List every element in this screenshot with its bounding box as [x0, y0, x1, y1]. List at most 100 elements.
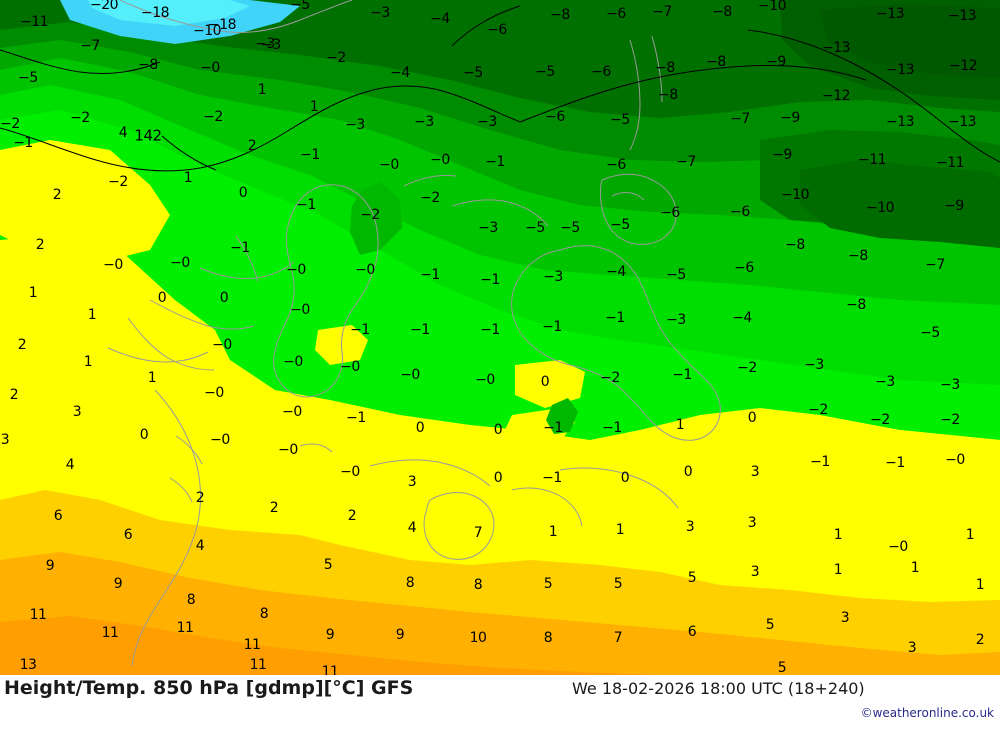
- temperature-value-label: −0: [475, 372, 495, 388]
- temperature-value-label: 4: [195, 538, 205, 554]
- temperature-value-label: 1: [910, 560, 920, 576]
- temperature-value-label: −5: [535, 64, 555, 80]
- temperature-value-label: 8: [405, 575, 415, 591]
- temperature-value-label: 0: [238, 185, 248, 201]
- temperature-value-label: −1: [230, 240, 250, 256]
- temperature-value-label: −8: [848, 248, 868, 264]
- temperature-value-label: −2: [870, 412, 890, 428]
- temperature-value-label: −5: [610, 217, 630, 233]
- temperature-value-label: 1: [257, 82, 267, 98]
- temperature-value-label: −1: [542, 319, 562, 335]
- temperature-value-label: −6: [591, 64, 611, 80]
- temperature-value-label: −1: [350, 322, 370, 338]
- temperature-value-label: 11: [243, 637, 261, 653]
- temperature-value-label: −1: [672, 367, 692, 383]
- temperature-value-label: −3: [478, 220, 498, 236]
- temperature-value-label: −13: [947, 8, 977, 24]
- temperature-value-label: −4: [390, 65, 410, 81]
- temperature-value-label: 3: [72, 404, 82, 420]
- temperature-value-label: −8: [138, 57, 158, 73]
- temperature-value-label: −5: [560, 220, 580, 236]
- temperature-value-label: −2: [808, 402, 828, 418]
- national-borders: [0, 5, 1000, 172]
- temperature-value-label: −9: [780, 110, 800, 126]
- temperature-value-label: −2: [940, 412, 960, 428]
- temperature-value-label: 0: [415, 420, 425, 436]
- temperature-value-label: 2: [52, 187, 62, 203]
- temperature-value-label: 3: [750, 564, 760, 580]
- temperature-value-label: 1: [833, 562, 843, 578]
- temperature-map[interactable]: −11 −20 −18 −10 −3 −5 −3 −4 −6 −8 −6 −7 −8 −10 −13 −13−…: [0, 0, 1000, 675]
- temperature-value-label: 2: [17, 337, 27, 353]
- temperature-value-label: −6: [606, 157, 626, 173]
- band-yellow-patch-g: [0, 385, 38, 420]
- temperature-value-label: −0: [170, 255, 190, 271]
- temperature-value-label: −8: [550, 7, 570, 23]
- temperature-value-label: 0: [683, 464, 693, 480]
- temperature-value-label: 8: [473, 577, 483, 593]
- temperature-value-label: −1: [420, 267, 440, 283]
- temperature-value-label: −4: [732, 310, 752, 326]
- temperature-value-label: −8: [846, 297, 866, 313]
- temperature-value-label: −0: [379, 157, 399, 173]
- temperature-value-label: −3: [875, 374, 895, 390]
- temperature-value-label: 0: [540, 374, 550, 390]
- temperature-value-label: −6: [487, 22, 507, 38]
- temperature-value-label: 13: [19, 657, 37, 673]
- temperature-value-label: −1: [885, 455, 905, 471]
- temperature-value-label: −12: [821, 88, 851, 104]
- temperature-value-label: 11: [321, 664, 339, 675]
- temperature-value-label: −11: [935, 155, 965, 171]
- temperature-value-label: −3: [255, 36, 275, 52]
- temperature-value-label: 1: [183, 170, 193, 186]
- temperature-value-label: 1: [87, 307, 97, 323]
- temperature-value-label: −1: [296, 197, 316, 213]
- temperature-value-label: −0: [283, 354, 303, 370]
- temperature-value-label: 8: [543, 630, 553, 646]
- temperature-value-label: −6: [606, 6, 626, 22]
- band-yellow-patch-h: [55, 166, 118, 206]
- temperature-value-label: −2: [70, 110, 90, 126]
- temperature-value-label: 2: [975, 632, 985, 648]
- temperature-value-label: 9: [325, 627, 335, 643]
- temperature-value-label: 0: [219, 290, 229, 306]
- temperature-value-label: −0: [204, 385, 224, 401]
- chart-title: Height/Temp. 850 hPa [gdmp][°C] GFS: [4, 677, 414, 699]
- temperature-value-label: −0: [340, 464, 360, 480]
- temperature-value-label: −5: [920, 325, 940, 341]
- temperature-value-label: −10: [757, 0, 787, 14]
- temperature-value-label: −7: [676, 154, 696, 170]
- temperature-value-label: 11: [176, 620, 194, 636]
- temperature-value-label: −2: [326, 50, 346, 66]
- temperature-value-label: −18: [207, 17, 237, 33]
- temperature-value-label: −8: [658, 87, 678, 103]
- temperature-value-label: −3: [370, 5, 390, 21]
- temperature-value-label: −1: [300, 147, 320, 163]
- temperature-value-label: −8: [706, 54, 726, 70]
- temperature-value-label: 5: [323, 557, 333, 573]
- temperature-value-label: 0: [747, 410, 757, 426]
- temperature-value-label: 3: [907, 640, 917, 656]
- temperature-value-label: −3: [477, 114, 497, 130]
- temperature-value-label: −9: [944, 198, 964, 214]
- temperature-value-label: −2: [108, 174, 128, 190]
- temperature-value-label: −5: [666, 267, 686, 283]
- temperature-value-label: 3: [747, 515, 757, 531]
- temperature-value-label: −0: [278, 442, 298, 458]
- temperature-value-label: 6: [123, 527, 133, 543]
- temperature-value-label: 2: [247, 138, 257, 154]
- map-canvas: [0, 0, 1000, 675]
- temperature-value-label: −1: [480, 322, 500, 338]
- temperature-value-label: 0: [139, 427, 149, 443]
- temperature-value-label: 2: [35, 237, 45, 253]
- temperature-value-label: 1: [965, 527, 975, 543]
- temperature-value-label: −20: [89, 0, 119, 13]
- temperature-value-label: −1: [346, 410, 366, 426]
- temperature-value-label: 3: [407, 474, 417, 490]
- temperature-value-label: 1: [675, 417, 685, 433]
- temperature-value-label: −1: [410, 322, 430, 338]
- temperature-value-label: 142: [134, 126, 162, 145]
- band-yellow-patch-d: [515, 360, 585, 408]
- temperature-value-label: −1: [13, 135, 33, 151]
